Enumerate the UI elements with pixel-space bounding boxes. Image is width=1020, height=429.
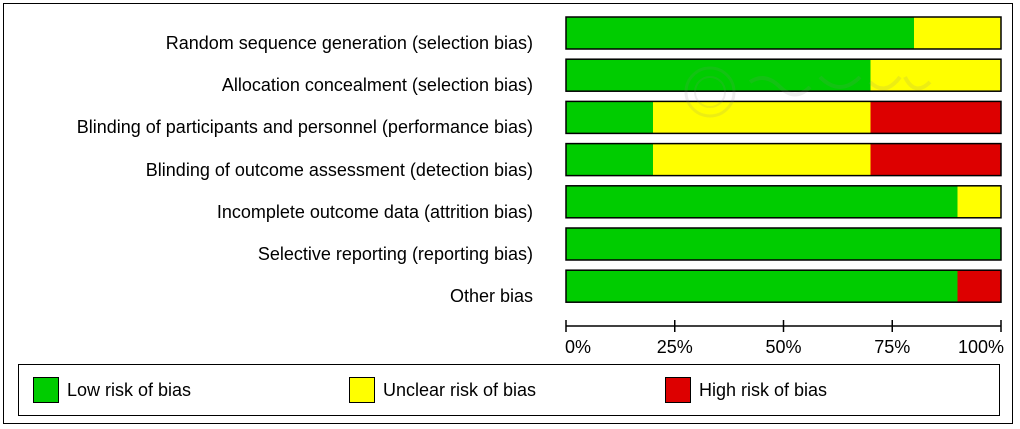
bar-segment-1-1	[870, 59, 1001, 92]
bar-segment-4-1	[957, 185, 1001, 218]
category-label-1: Allocation concealment (selection bias)	[221, 75, 533, 96]
bar-segment-5-0	[566, 228, 1001, 260]
bar-segment-3-0	[566, 143, 653, 176]
bar-segment-6-0	[566, 270, 958, 303]
legend-swatch-unclear	[349, 377, 375, 403]
bar-segment-0-1	[914, 17, 1001, 49]
bar-outline-0	[565, 16, 1002, 50]
legend-item-low: Low risk of bias	[33, 377, 191, 403]
legend-label-low: Low risk of bias	[67, 379, 192, 400]
category-label-5: Selective reporting (reporting bias)	[257, 244, 533, 264]
x-tick-label-1: 25%	[656, 337, 693, 357]
bar-segment-4-0	[566, 185, 958, 218]
bar-outline-3	[565, 142, 1002, 177]
category-label-4: Incomplete outcome data (attrition bias)	[216, 201, 533, 222]
bar-outline-1	[565, 58, 1002, 92]
bar-segment-3-1	[653, 143, 871, 176]
bar-outline-5	[565, 227, 1002, 261]
category-label-0: Random sequence generation (selection bi…	[165, 33, 533, 53]
legend-swatch-low	[33, 377, 59, 403]
bars-layer	[565, 16, 1002, 303]
x-tick-label-4: 100%	[957, 337, 1005, 357]
legend-label-high: High risk of bias	[699, 379, 828, 400]
x-tick-label-3: 75%	[874, 337, 911, 357]
legend-label-unclear: Unclear risk of bias	[383, 379, 537, 400]
legend-item-unclear: Unclear risk of bias	[349, 377, 536, 403]
watermark-seal-icon	[684, 66, 932, 118]
bar-segment-1-0	[566, 59, 871, 92]
bar-segment-0-0	[566, 17, 914, 49]
bar-segment-2-0	[566, 101, 653, 134]
legend-item-high: High risk of bias	[665, 377, 827, 403]
legend-swatch-high	[665, 377, 691, 403]
bar-outline-2	[565, 100, 1002, 135]
bar-segment-3-2	[870, 143, 1001, 176]
chart-frame	[3, 3, 1013, 424]
bar-segment-2-2	[870, 101, 1001, 134]
category-label-6: Other bias	[449, 286, 533, 307]
legend: Low risk of bias Unclear risk of bias Hi…	[18, 364, 1000, 416]
bar-segment-6-2	[957, 270, 1001, 303]
x-tick-label-2: 50%	[765, 337, 802, 357]
x-tick-label-0: 0%	[564, 337, 592, 357]
bar-outline-6	[565, 269, 1002, 303]
category-label-3: Blinding of outcome assessment (detectio…	[145, 159, 533, 180]
bar-segment-2-1	[653, 101, 871, 134]
category-label-2: Blinding of participants and personnel (…	[76, 117, 533, 138]
bar-outline-4	[565, 185, 1002, 219]
x-axis	[565, 320, 1002, 332]
